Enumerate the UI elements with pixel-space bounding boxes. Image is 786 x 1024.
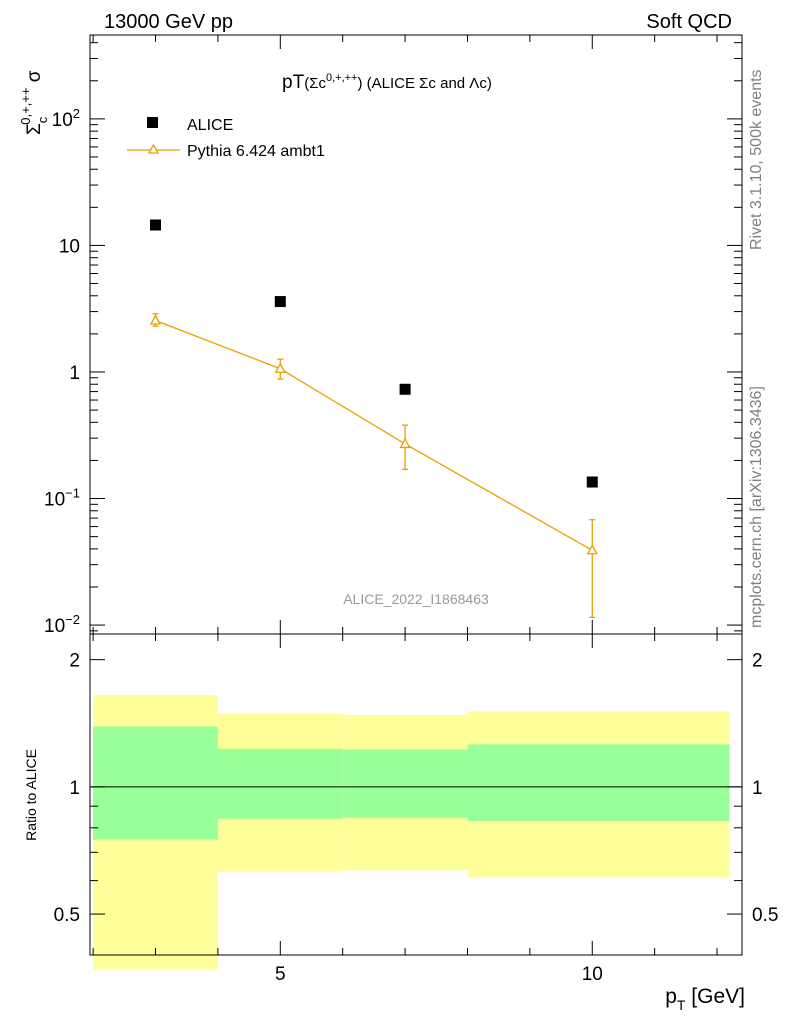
main-y-tick-label-1: 10−1 [44,486,80,511]
ratio-y-tick-label-right-2: 2 [752,651,763,672]
ratio-panel-frame [89,633,743,956]
analysis-watermark: ALICE_2022_I1868463 [343,591,489,607]
ylabel-sup: 0,+,++ [18,88,33,125]
ratio-inner-band-0 [93,726,218,840]
legend: ALICE Pythia 6.424 ambt1 [127,117,325,160]
legend-pythia-marker [147,143,160,154]
ylabel-tail: σ [24,70,45,87]
pythia-point-0 [149,314,162,325]
legend-pythia-label: Pythia 6.424 ambt1 [187,143,325,160]
main-y-tick-label-0: 10−2 [44,612,80,637]
pythia-line [155,319,593,551]
ylabel-sub: c [35,116,50,123]
chart-title: pT(Σc0,+,++) (ALICE Σc and Λc) [282,72,492,93]
ratio-y-tick-label-right-1: 1 [752,778,763,799]
ratio-inner-band-1 [217,748,343,819]
main-y-tick-label-3: 10 [59,236,80,257]
header-left-label: 13000 GeV pp [104,11,233,33]
chart-title-main: pT [282,72,305,93]
legend-alice-label: ALICE [187,117,233,134]
x-tick-label-5: 5 [275,964,286,985]
alice-point-2 [399,383,411,395]
ratio-y-tick-label-left-1: 1 [69,778,80,799]
main-y-tick-label-2: 1 [69,363,80,384]
xlabel-main: p [665,985,677,1008]
ratio-y-axis-label: Ratio to ALICE [23,749,39,841]
header-right-label: Soft QCD [646,11,732,33]
ratio-panel-bands [90,694,742,970]
mcplots-label: mcplots.cern.ch [arXiv:1306.3436] [748,386,765,628]
chart-title-close: ) (ALICE Σc and Λc) [357,75,491,92]
main-panel-axes: 10−2 10−1 1 10 102 [44,34,743,637]
pythia-point-2 [399,437,411,449]
ratio-inner-band-2 [342,749,468,818]
main-panel-series [149,219,598,619]
x-tick-label-10: 10 [582,964,603,985]
ratio-y-tick-label-right-0.5: 0.5 [752,905,778,926]
alice-point-1 [274,296,286,308]
x-axis-label: pT [GeV] [665,985,745,1013]
main-y-axis-label: Σc0,+,++ σ [18,70,50,135]
ratio-panel-axes: 5 10 0.5 0.5 1 1 2 2 [54,633,778,985]
alice-point-3 [586,476,598,488]
legend-alice-marker [147,117,158,128]
alice-point-0 [150,219,162,231]
pythia-point-1 [274,362,286,373]
ratio-y-tick-label-left-0.5: 0.5 [54,905,80,926]
main-y-tick-label-4: 102 [52,106,80,131]
ylabel-main: Σ [24,123,45,135]
chart-title-sup: 0,+,++ [326,72,358,84]
ratio-inner-band-3 [467,744,730,822]
pythia-point-3 [586,543,598,555]
rivet-version-label: Rivet 3.1.10, 500k events [748,69,765,250]
chart-title-open: (Σc [304,75,326,92]
xlabel-sub: T [677,997,686,1013]
xlabel-unit: [GeV] [685,985,745,1008]
ratio-y-tick-label-left-2: 2 [69,651,80,672]
